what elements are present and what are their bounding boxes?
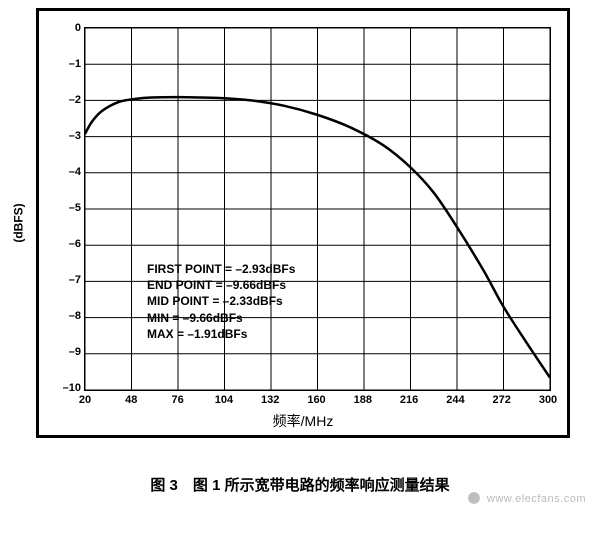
annotation-line: MAX = –1.91dBFs bbox=[147, 326, 295, 342]
annotation-line: FIRST POINT = –2.93dBFs bbox=[147, 261, 295, 277]
watermark-text: www.elecfans.com bbox=[487, 493, 586, 505]
annotation-line: MID POINT = –2.33dBFs bbox=[147, 293, 295, 309]
y-tick-label: –3 bbox=[51, 130, 85, 142]
annotation-line: END POINT = –9.66dBFs bbox=[147, 277, 295, 293]
y-tick-label: –8 bbox=[51, 310, 85, 322]
y-axis-label: (dBFS) bbox=[12, 203, 26, 242]
x-tick-label: 188 bbox=[354, 390, 372, 406]
y-tick-label: –5 bbox=[51, 202, 85, 214]
x-tick-label: 76 bbox=[171, 390, 183, 406]
plot-area: FIRST POINT = –2.93dBFsEND POINT = –9.66… bbox=[84, 27, 551, 391]
y-tick-label: –4 bbox=[51, 166, 85, 178]
y-tick-label: –6 bbox=[51, 238, 85, 250]
plot-outer-frame: (dBFS) FIRST POINT = –2.93dBFsEND POINT … bbox=[36, 8, 570, 438]
x-tick-label: 272 bbox=[493, 390, 511, 406]
x-tick-label: 300 bbox=[539, 390, 557, 406]
x-tick-label: 48 bbox=[125, 390, 137, 406]
y-tick-label: –10 bbox=[51, 382, 85, 394]
x-tick-label: 244 bbox=[446, 390, 464, 406]
y-tick-label: –2 bbox=[51, 94, 85, 106]
annotation-box: FIRST POINT = –2.93dBFsEND POINT = –9.66… bbox=[147, 261, 295, 342]
x-axis-label: 频率/MHz bbox=[273, 411, 334, 431]
y-tick-label: –1 bbox=[51, 58, 85, 70]
x-tick-label: 132 bbox=[261, 390, 279, 406]
y-tick-label: –7 bbox=[51, 274, 85, 286]
x-tick-label: 104 bbox=[215, 390, 233, 406]
figure-stage: (dBFS) FIRST POINT = –2.93dBFsEND POINT … bbox=[0, 0, 600, 539]
annotation-line: MIN = –9.66dBFs bbox=[147, 310, 295, 326]
watermark-logo-icon bbox=[467, 491, 481, 505]
x-tick-label: 160 bbox=[307, 390, 325, 406]
y-tick-label: 0 bbox=[51, 22, 85, 34]
x-tick-label: 216 bbox=[400, 390, 418, 406]
watermark: www.elecfans.com bbox=[467, 491, 586, 505]
y-tick-label: –9 bbox=[51, 346, 85, 358]
